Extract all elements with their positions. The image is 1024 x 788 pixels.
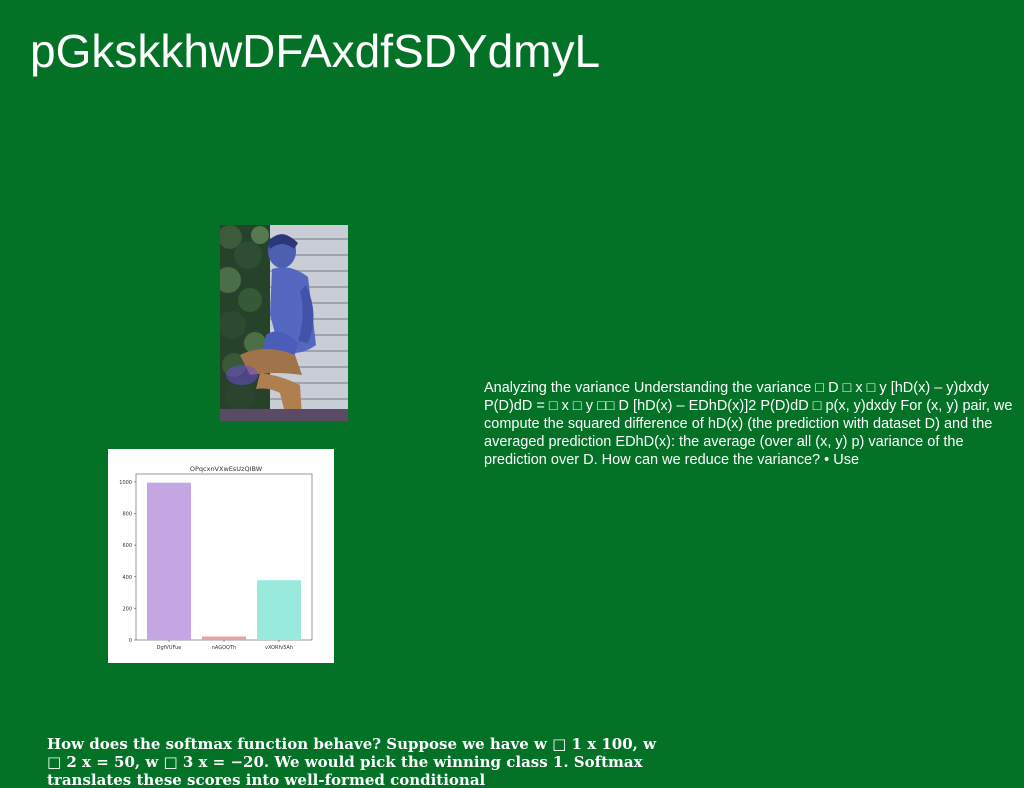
photo-illustration — [220, 225, 348, 421]
bar-chart-svg: OPqcxnVXwEsUzQIBW 0 200 400 600 800 1000 DgfV… — [119, 465, 313, 651]
softmax-paragraph: How does the softmax function behave? Su… — [47, 735, 657, 788]
y-axis: 0 200 400 600 800 1000 — [119, 480, 136, 644]
page-title: pGkskkhwDFAxdfSDYdmyL — [30, 25, 601, 77]
bars — [147, 482, 301, 640]
x-axis: DgfVUFue nAGOQTh vXORfv5Ah — [157, 640, 293, 651]
x-tick-label-2: vXORfv5Ah — [265, 645, 293, 651]
bar-nAGOQTh — [202, 636, 246, 640]
photo-person-sitting — [220, 225, 348, 421]
y-tick-label-3: 600 — [122, 543, 132, 549]
x-tick-label-0: DgfVUFue — [157, 645, 182, 651]
y-tick-label-1: 200 — [122, 606, 132, 612]
y-tick-label-5: 1000 — [119, 480, 132, 486]
bar-vXORfv5Ah — [257, 580, 301, 640]
bar-chart: OPqcxnVXwEsUzQIBW 0 200 400 600 800 1000 DgfV… — [108, 449, 334, 663]
bar-DgfVUFue — [147, 482, 191, 640]
x-tick-label-1: nAGOQTh — [212, 645, 236, 651]
y-tick-label-2: 400 — [122, 575, 132, 581]
y-tick-label-0: 0 — [129, 638, 132, 644]
y-tick-label-4: 800 — [122, 512, 132, 518]
chart-title: OPqcxnVXwEsUzQIBW — [190, 465, 263, 473]
variance-paragraph: Analyzing the variance Understanding the… — [484, 380, 1013, 468]
